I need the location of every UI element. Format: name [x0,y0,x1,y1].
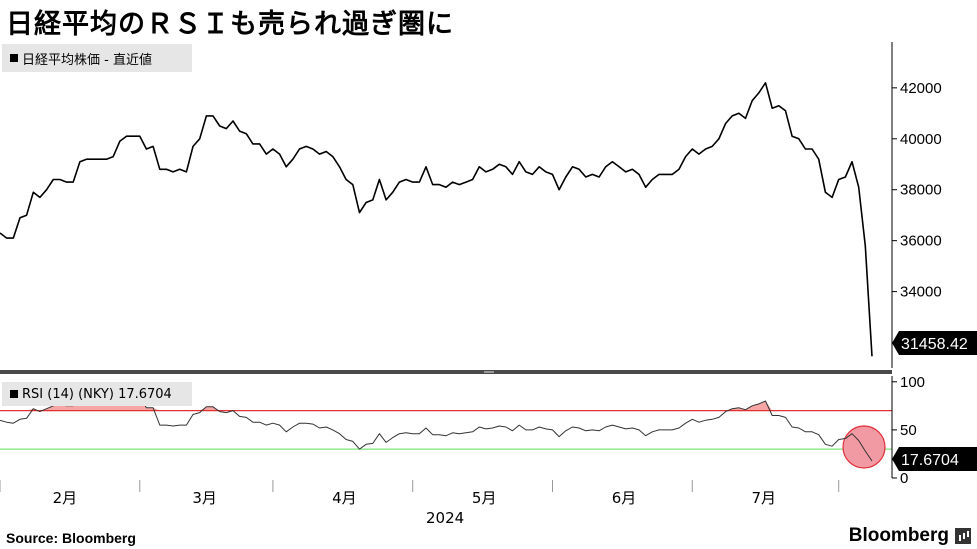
price-last-value-text: 31458.42 [901,336,968,353]
x-tick-label: 2月 [53,489,78,507]
rsi-last-value-box [892,447,977,471]
legend-swatch-icon [10,390,18,398]
price-series-line [0,82,873,357]
x-tick-label: 7月 [751,489,776,507]
chart-title: 日経平均のＲＳＩも売られ過ぎ圏に [6,9,454,40]
bloomberg-logo: Bloomberg [849,525,971,547]
price-last-value: 31458.42 [892,331,977,355]
rsi-tick-label: 0 [900,470,908,487]
panel-divider-handle [484,371,494,373]
rsi-legend: RSI (14) (NKY) 17.6704 [2,382,192,406]
x-tick-label: 6月 [612,489,637,507]
rsi-overbought-area [0,395,872,411]
rsi-legend-label: RSI (14) (NKY) 17.6704 [22,386,172,402]
x-tick-label: 5月 [472,489,497,507]
price-last-value-box [892,331,977,355]
rsi-tick-label: 50 [900,422,917,439]
price-tick-label: 38000 [900,182,942,199]
rsi-last-value-text: 17.6704 [901,452,959,469]
price-tick-label: 42000 [900,80,942,97]
source-note: Source: Bloomberg [6,530,136,546]
rsi-tick-label: 100 [900,374,925,391]
price-legend: 日経平均株価 - 直近値 [2,44,192,72]
bloomberg-logo-icon [955,528,971,544]
x-tick-label: 4月 [332,489,357,507]
panel-divider [0,370,892,374]
rsi-last-value: 17.6704 [892,447,977,471]
price-tick-label: 40000 [900,131,942,148]
legend-swatch-icon [10,54,18,62]
bloomberg-logo-text: Bloomberg [848,525,949,546]
price-tick-label: 34000 [900,284,942,301]
x-year-label: 2024 [426,509,464,527]
price-tick-label: 36000 [900,233,942,250]
price-legend-label: 日経平均株価 - 直近値 [22,52,152,68]
rsi-highlight-circle [842,425,886,469]
x-tick-label: 3月 [192,489,217,507]
